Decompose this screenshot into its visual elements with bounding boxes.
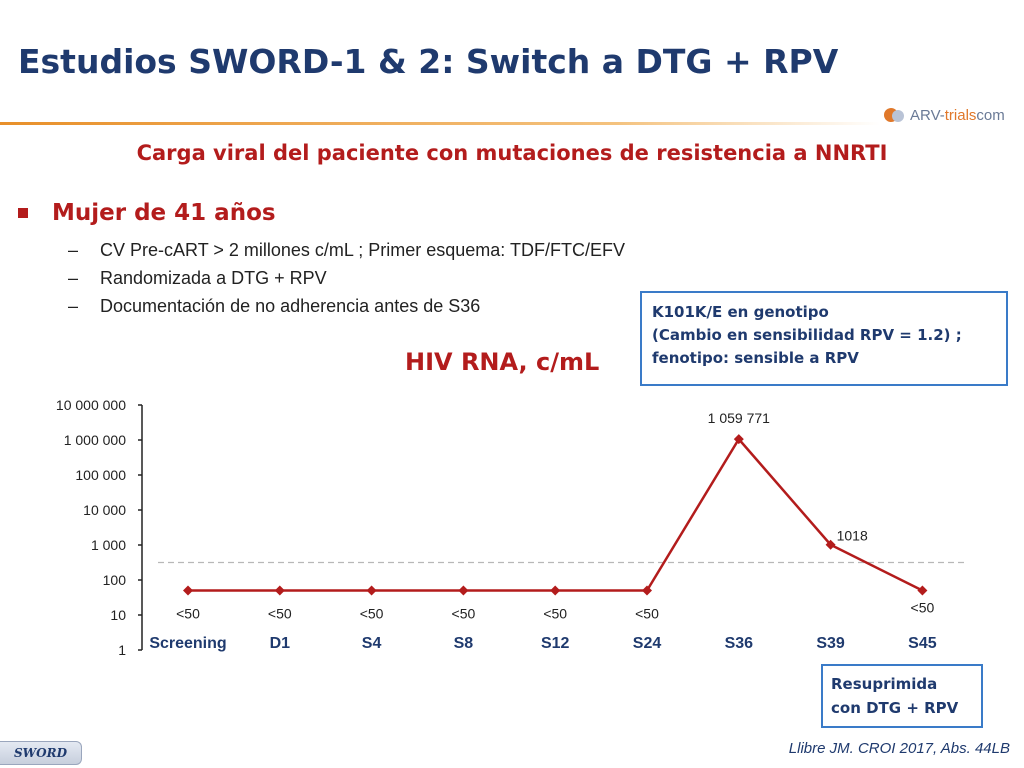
data-point (733, 434, 744, 445)
main-bullet-text: Mujer de 41 años (52, 200, 276, 226)
citation: Llibre JM. CROI 2017, Abs. 44LB (788, 740, 1010, 757)
data-point (550, 585, 561, 596)
x-tick-label: S4 (362, 635, 382, 652)
sword-tag-text: SWORD (14, 746, 67, 760)
slide-subtitle: Carga viral del paciente con mutaciones … (136, 141, 888, 165)
resuppressed-line: Resuprimida (831, 675, 938, 693)
sub-bullet: – Documentación de no adherencia antes d… (68, 292, 625, 320)
data-point (183, 585, 193, 596)
y-tick-label: 10 000 (83, 502, 126, 518)
genotype-info-box: K101K/E en genotipo (Cambio en sensibili… (640, 291, 1008, 386)
x-tick-label: D1 (270, 635, 291, 652)
x-tick-label: S45 (908, 635, 937, 652)
resuppressed-box: Resuprimida con DTG + RPV (821, 664, 983, 728)
bullet-square-icon (18, 208, 28, 218)
sub-bullet-text: CV Pre-cART > 2 millones c/mL ; Primer e… (100, 239, 625, 260)
data-label: <50 (543, 606, 567, 622)
data-label: <50 (360, 606, 384, 622)
y-tick-label: 1 (118, 642, 126, 658)
data-label: 1018 (837, 528, 868, 544)
x-tick-label: S36 (725, 635, 754, 652)
sub-bullet: – CV Pre-cART > 2 millones c/mL ; Primer… (68, 236, 625, 264)
x-tick-label: S24 (633, 635, 662, 652)
resuppressed-line: con DTG + RPV (831, 699, 959, 717)
y-tick-label: 100 000 (75, 467, 126, 483)
data-label: <50 (911, 600, 935, 616)
data-label: <50 (452, 606, 476, 622)
data-point (458, 585, 469, 596)
title-divider (0, 122, 880, 125)
sub-bullet-list: – CV Pre-cART > 2 millones c/mL ; Primer… (68, 236, 625, 320)
viral-load-chart: 10 000 000 1 000 000 100 000 10 000 1 000 100… (56, 397, 965, 658)
x-tick-label: S12 (541, 635, 570, 652)
slide-title: Estudios SWORD-1 & 2: Switch a DTG + RPV (18, 42, 839, 81)
data-point (917, 585, 928, 596)
info-box-line: K101K/E en genotipo (652, 303, 829, 321)
y-tick-label: 1 000 (91, 537, 126, 553)
dash-bullet: – (68, 295, 79, 316)
dash-bullet: – (68, 239, 79, 260)
data-point (274, 585, 285, 596)
data-point (366, 585, 377, 596)
x-tick-label: S39 (816, 635, 845, 652)
sub-bullet-text: Randomizada a DTG + RPV (100, 267, 327, 288)
dash-bullet: – (68, 267, 79, 288)
y-tick-label: 10 (110, 607, 126, 623)
y-tick-label: 1 000 000 (64, 432, 126, 448)
data-label: <50 (268, 606, 292, 622)
data-point (642, 585, 652, 596)
sub-bullet-text: Documentación de no adherencia antes de … (100, 295, 481, 316)
info-box-line: (Cambio en sensibilidad RPV = 1.2) ; (652, 326, 962, 344)
data-label: <50 (176, 606, 200, 622)
arv-trials-logo-icon (884, 106, 906, 124)
info-box-line: fenotipo: sensible a RPV (652, 349, 859, 367)
x-tick-label: S8 (454, 635, 474, 652)
y-tick-label: 10 000 000 (56, 397, 126, 413)
series-line (188, 437, 923, 592)
data-label: <50 (635, 606, 659, 622)
data-point (825, 539, 836, 550)
logo-text: ARV-trialscom (910, 106, 1005, 124)
y-tick-label: 100 (103, 572, 127, 588)
arv-trials-logo: ARV-trialscom (884, 100, 1014, 130)
data-label: 1 059 771 (708, 410, 770, 426)
chart-title: HIV RNA, c/mL (405, 348, 600, 376)
sword-footer-tag: SWORD (0, 741, 82, 765)
sub-bullet: – Randomizada a DTG + RPV (68, 264, 625, 292)
x-tick-label: Screening (149, 635, 226, 652)
main-bullet: Mujer de 41 años (18, 200, 276, 226)
